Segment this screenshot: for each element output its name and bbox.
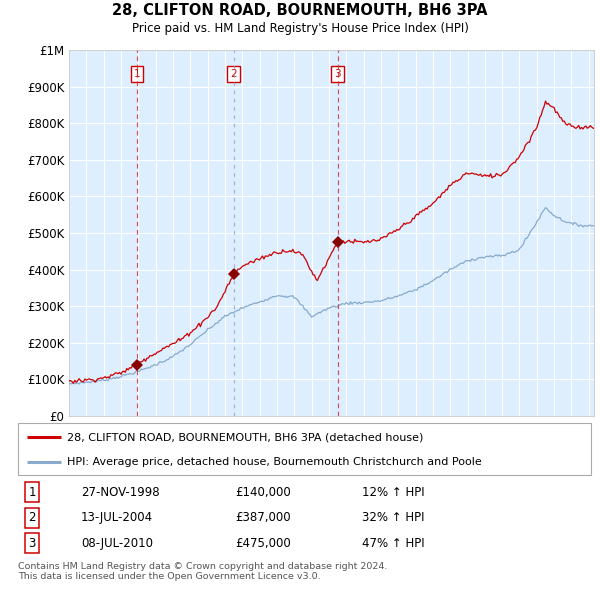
Text: £387,000: £387,000 xyxy=(236,511,292,525)
Text: 3: 3 xyxy=(334,69,341,79)
Text: Contains HM Land Registry data © Crown copyright and database right 2024.: Contains HM Land Registry data © Crown c… xyxy=(18,562,388,571)
Text: 1: 1 xyxy=(29,486,36,499)
Text: 12% ↑ HPI: 12% ↑ HPI xyxy=(362,486,424,499)
Text: 3: 3 xyxy=(29,537,36,550)
Text: HPI: Average price, detached house, Bournemouth Christchurch and Poole: HPI: Average price, detached house, Bour… xyxy=(67,457,481,467)
Text: 2: 2 xyxy=(230,69,237,79)
Text: 13-JUL-2004: 13-JUL-2004 xyxy=(81,511,153,525)
Text: 2: 2 xyxy=(29,511,36,525)
Text: 28, CLIFTON ROAD, BOURNEMOUTH, BH6 3PA: 28, CLIFTON ROAD, BOURNEMOUTH, BH6 3PA xyxy=(112,3,488,18)
Text: 27-NOV-1998: 27-NOV-1998 xyxy=(81,486,160,499)
FancyBboxPatch shape xyxy=(18,423,591,475)
Text: £140,000: £140,000 xyxy=(236,486,292,499)
Text: 28, CLIFTON ROAD, BOURNEMOUTH, BH6 3PA (detached house): 28, CLIFTON ROAD, BOURNEMOUTH, BH6 3PA (… xyxy=(67,432,423,442)
Text: 1: 1 xyxy=(134,69,140,79)
Text: 47% ↑ HPI: 47% ↑ HPI xyxy=(362,537,424,550)
Text: £475,000: £475,000 xyxy=(236,537,292,550)
Text: 32% ↑ HPI: 32% ↑ HPI xyxy=(362,511,424,525)
Text: This data is licensed under the Open Government Licence v3.0.: This data is licensed under the Open Gov… xyxy=(18,572,320,581)
Text: 08-JUL-2010: 08-JUL-2010 xyxy=(81,537,153,550)
Text: Price paid vs. HM Land Registry's House Price Index (HPI): Price paid vs. HM Land Registry's House … xyxy=(131,22,469,35)
